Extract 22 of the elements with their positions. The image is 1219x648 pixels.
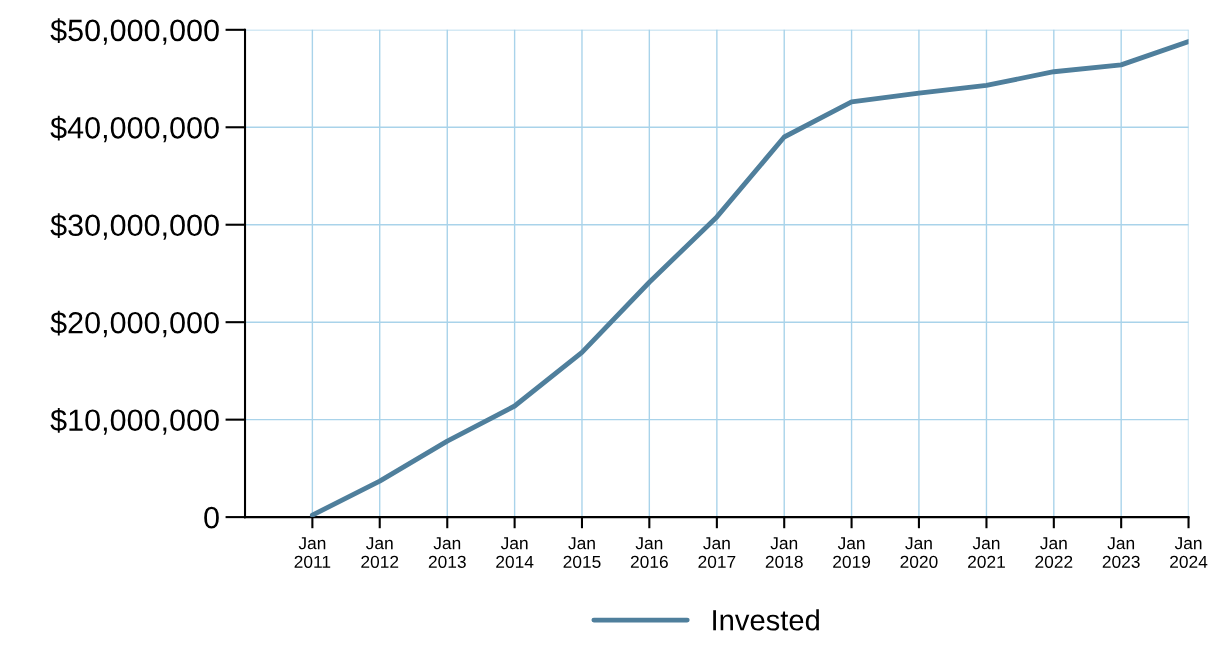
y-tick-label: $40,000,000 [50,115,219,143]
x-tick-label: Jan 2019 [833,537,871,568]
x-tick-label: Jan 2023 [1102,537,1140,568]
x-tick-label: Jan 2012 [361,537,399,568]
y-tick-label: $30,000,000 [50,213,219,240]
x-tick-label: Jan 2013 [428,537,466,568]
x-tick-label: Jan 2022 [1035,537,1073,568]
x-tick-label: Jan 2018 [765,537,803,568]
x-tick-label: Jan 2024 [1170,537,1208,568]
x-tick-label: Jan 2014 [496,537,534,568]
x-tick-label: Jan 2020 [900,537,938,568]
y-tick-label: 0 [204,506,219,529]
x-tick-label: Jan 2016 [630,537,668,568]
x-tick-label: Jan 2011 [294,537,331,568]
y-tick-label: $50,000,000 [50,18,219,45]
x-tick-label: Jan 2017 [698,537,736,568]
y-tick-label: $20,000,000 [50,310,219,338]
y-tick-label: $10,000,000 [50,408,219,435]
x-tick-label: Jan 2015 [563,537,601,568]
x-tick-label: Jan 2021 [968,537,1005,568]
legend-label: Invested [713,609,819,631]
line-series [309,39,1189,518]
